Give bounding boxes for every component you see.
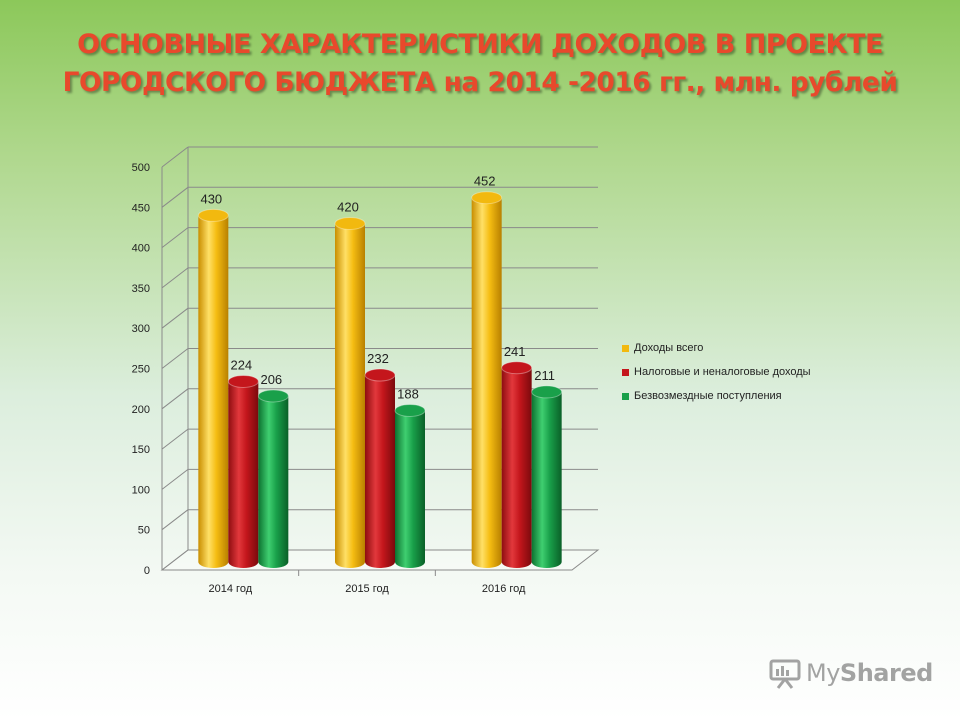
x-tick-label: 2016 год bbox=[482, 583, 526, 595]
y-tick-label: 450 bbox=[132, 202, 150, 214]
y-tick-label: 350 bbox=[132, 283, 150, 295]
legend-swatch bbox=[622, 368, 629, 376]
slide-title: ОСНОВНЫЕ ХАРАКТЕРИСТИКИ ДОХОДОВ В ПРОЕКТ… bbox=[0, 26, 960, 102]
x-tick-label: 2015 год bbox=[345, 583, 389, 595]
gridline-depth bbox=[161, 348, 189, 369]
data-label: 430 bbox=[200, 191, 222, 206]
presentation-board-icon bbox=[769, 659, 801, 689]
bar bbox=[364, 368, 396, 568]
data-label: 224 bbox=[230, 357, 252, 372]
y-tick-label: 50 bbox=[138, 525, 150, 537]
data-label: 206 bbox=[260, 372, 282, 387]
gridline-depth bbox=[161, 509, 189, 531]
bars bbox=[197, 191, 563, 569]
gridline-depth bbox=[161, 186, 189, 208]
data-label: 452 bbox=[474, 174, 496, 189]
legend-item: Налоговые и неналоговые доходы bbox=[622, 360, 811, 384]
data-label: 211 bbox=[534, 368, 555, 383]
y-tick-label: 250 bbox=[132, 364, 150, 376]
title-line-2: ГОРОДСКОГО БЮДЖЕТА на 2014 -2016 гг., мл… bbox=[62, 67, 898, 98]
y-tick-label: 400 bbox=[132, 243, 150, 255]
y-tick-label: 300 bbox=[132, 323, 150, 335]
bar bbox=[257, 389, 289, 568]
bar bbox=[334, 216, 366, 569]
data-label: 188 bbox=[397, 386, 419, 401]
legend-label: Доходы всего bbox=[634, 342, 704, 354]
gridline-depth bbox=[161, 146, 189, 168]
legend-swatch bbox=[622, 344, 629, 352]
bar bbox=[394, 403, 426, 568]
y-tick-label: 500 bbox=[132, 162, 150, 174]
data-label: 420 bbox=[337, 199, 359, 214]
bar bbox=[227, 374, 259, 568]
y-tick-label: 0 bbox=[144, 565, 150, 577]
watermark-logo: MyShared bbox=[768, 656, 933, 690]
data-label: 241 bbox=[504, 344, 526, 359]
gridline-depth bbox=[161, 428, 189, 450]
y-tick-label: 200 bbox=[132, 404, 150, 416]
y-tick-label: 150 bbox=[132, 444, 150, 456]
bar bbox=[471, 191, 503, 569]
data-label: 232 bbox=[367, 351, 389, 366]
legend-label: Налоговые и неналоговые доходы bbox=[634, 366, 811, 378]
gridline-depth bbox=[161, 267, 189, 289]
watermark-text: MyShared bbox=[806, 659, 933, 687]
legend-label: Безвозмездные поступления bbox=[634, 390, 782, 402]
bar bbox=[531, 385, 563, 568]
legend-item: Безвозмездные поступления bbox=[622, 384, 811, 408]
legend-swatch bbox=[622, 392, 629, 400]
legend: Доходы всего Налоговые и неналоговые дох… bbox=[622, 336, 811, 408]
gridline-depth bbox=[161, 388, 189, 410]
gridline-depth bbox=[161, 227, 189, 248]
title-line-1: ОСНОВНЫЕ ХАРАКТЕРИСТИКИ ДОХОДОВ В ПРОЕКТ… bbox=[77, 29, 883, 60]
y-tick-label: 100 bbox=[132, 484, 150, 496]
legend-item: Доходы всего bbox=[622, 336, 811, 360]
gridline-depth bbox=[161, 307, 189, 329]
data-labels: 430 420 452 224 232 241 206 188 211 bbox=[200, 174, 555, 402]
bar bbox=[197, 208, 229, 569]
x-tick-label: 2014 год bbox=[209, 583, 253, 595]
gridline-depth bbox=[161, 469, 189, 490]
bar bbox=[501, 361, 533, 568]
